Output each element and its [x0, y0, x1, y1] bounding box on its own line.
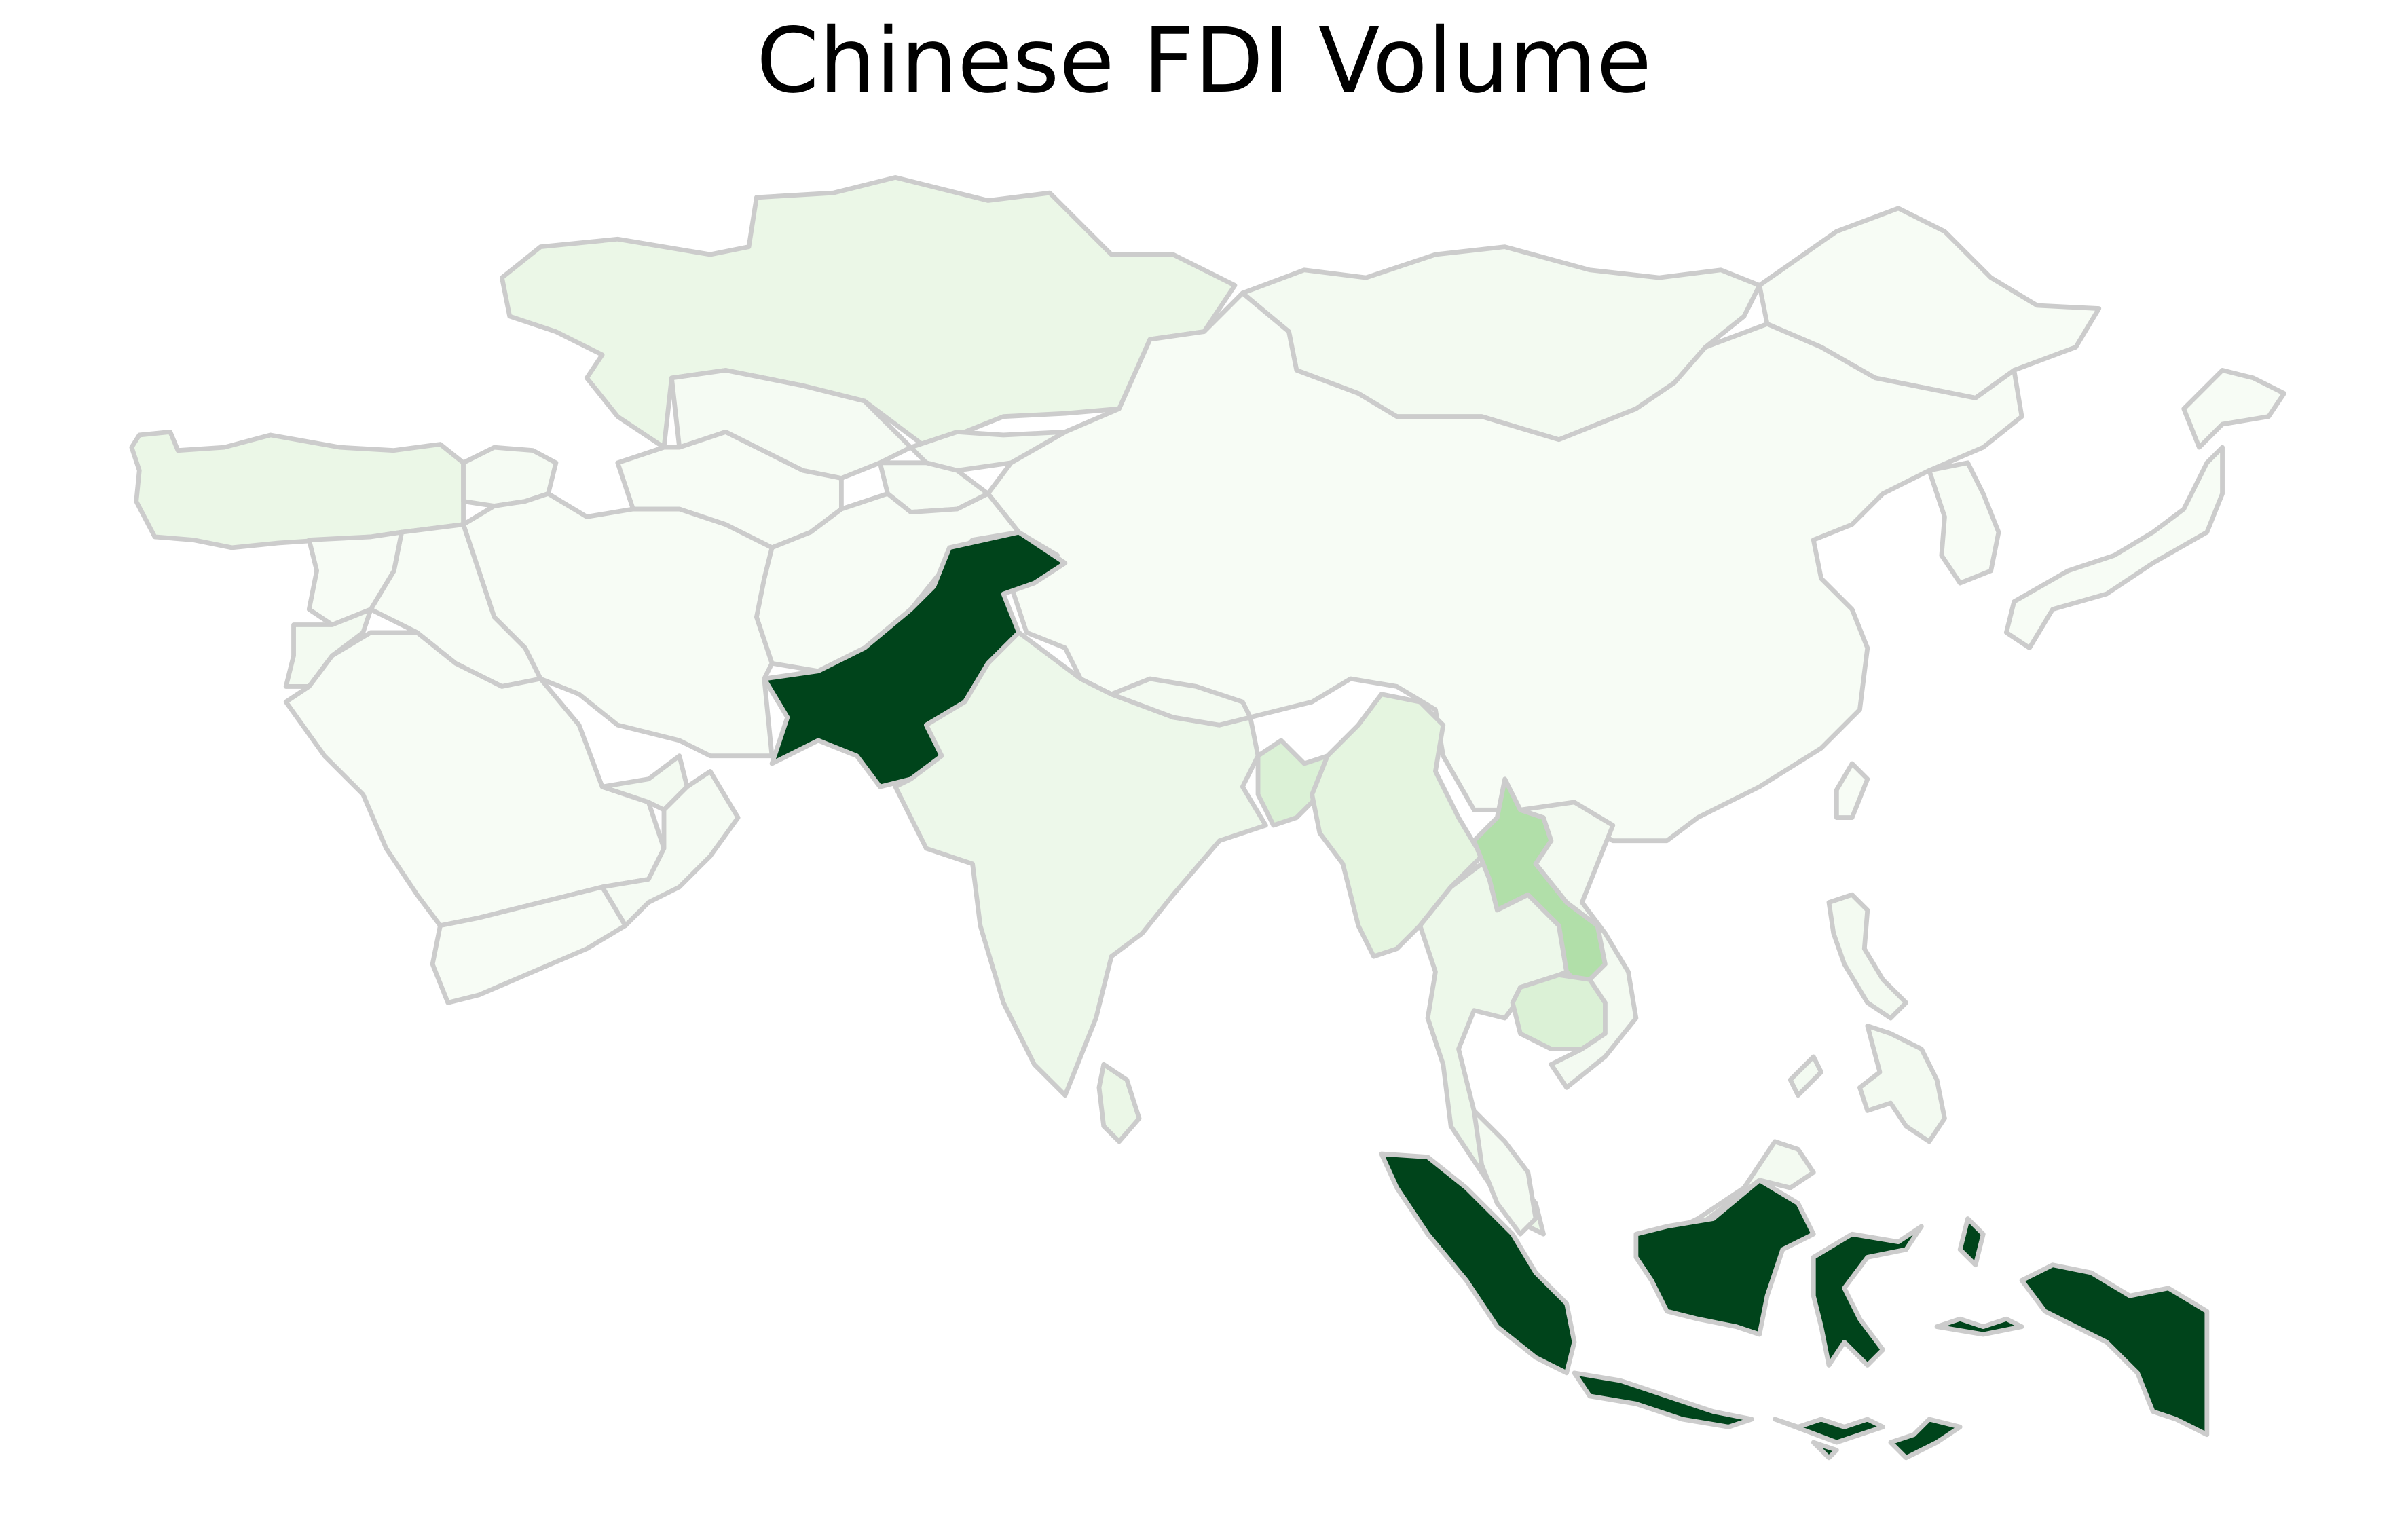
region-nepal — [1109, 676, 1253, 728]
region-china — [985, 290, 2024, 844]
country-shapes — [129, 174, 2286, 1461]
region-saudi-arabia — [283, 630, 667, 929]
map-title: Chinese FDI Volume — [756, 9, 1652, 113]
region-philippines — [1788, 892, 1947, 1144]
region-pakistan — [762, 529, 1068, 789]
region-oman — [599, 769, 741, 929]
region-korea — [1927, 460, 2001, 586]
region-taiwan — [1834, 761, 1870, 821]
region-indonesia — [1379, 1151, 2210, 1461]
region-japan — [2003, 368, 2286, 650]
region-yemen — [430, 884, 628, 1005]
region-vietnam — [1518, 800, 1639, 1090]
region-sri-lanka — [1096, 1062, 1142, 1144]
